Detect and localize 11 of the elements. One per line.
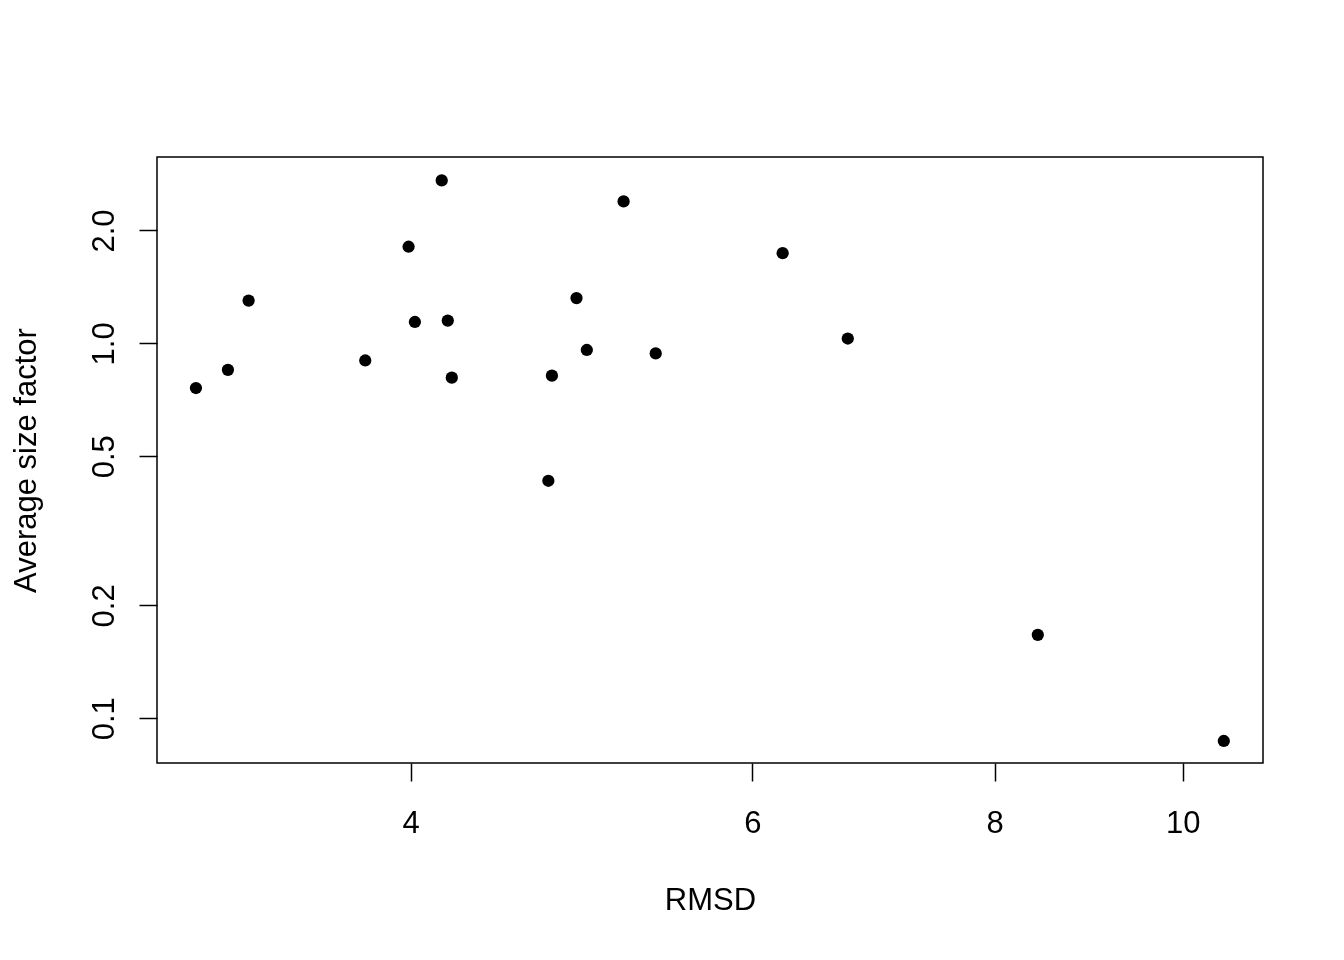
x-tick-label: 8: [986, 804, 1004, 840]
y-tick-label: 0.2: [85, 584, 121, 628]
y-axis-title: Average size factor: [7, 328, 43, 593]
x-axis-title: RMSD: [664, 881, 757, 917]
y-tick-label: 1.0: [85, 322, 121, 366]
y-tick-label: 0.1: [85, 697, 121, 741]
x-tick-label: 6: [744, 804, 762, 840]
y-tick-label: 0.5: [85, 435, 121, 479]
x-tick-label: 4: [402, 804, 420, 840]
x-tick-label: 10: [1165, 804, 1201, 840]
y-tick-label: 2.0: [85, 209, 121, 253]
